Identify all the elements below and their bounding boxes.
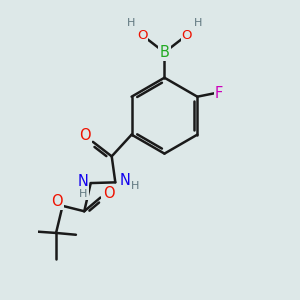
Text: O: O (137, 28, 147, 42)
Text: H: H (79, 189, 88, 199)
Text: F: F (215, 85, 223, 100)
Text: H: H (194, 19, 202, 28)
Text: H: H (131, 181, 140, 191)
Text: N: N (77, 174, 88, 189)
Text: B: B (160, 45, 170, 60)
Text: O: O (79, 128, 91, 143)
Text: O: O (182, 28, 192, 42)
Text: N: N (120, 173, 131, 188)
Text: H: H (127, 19, 135, 28)
Text: O: O (103, 186, 114, 201)
Text: O: O (51, 194, 63, 209)
